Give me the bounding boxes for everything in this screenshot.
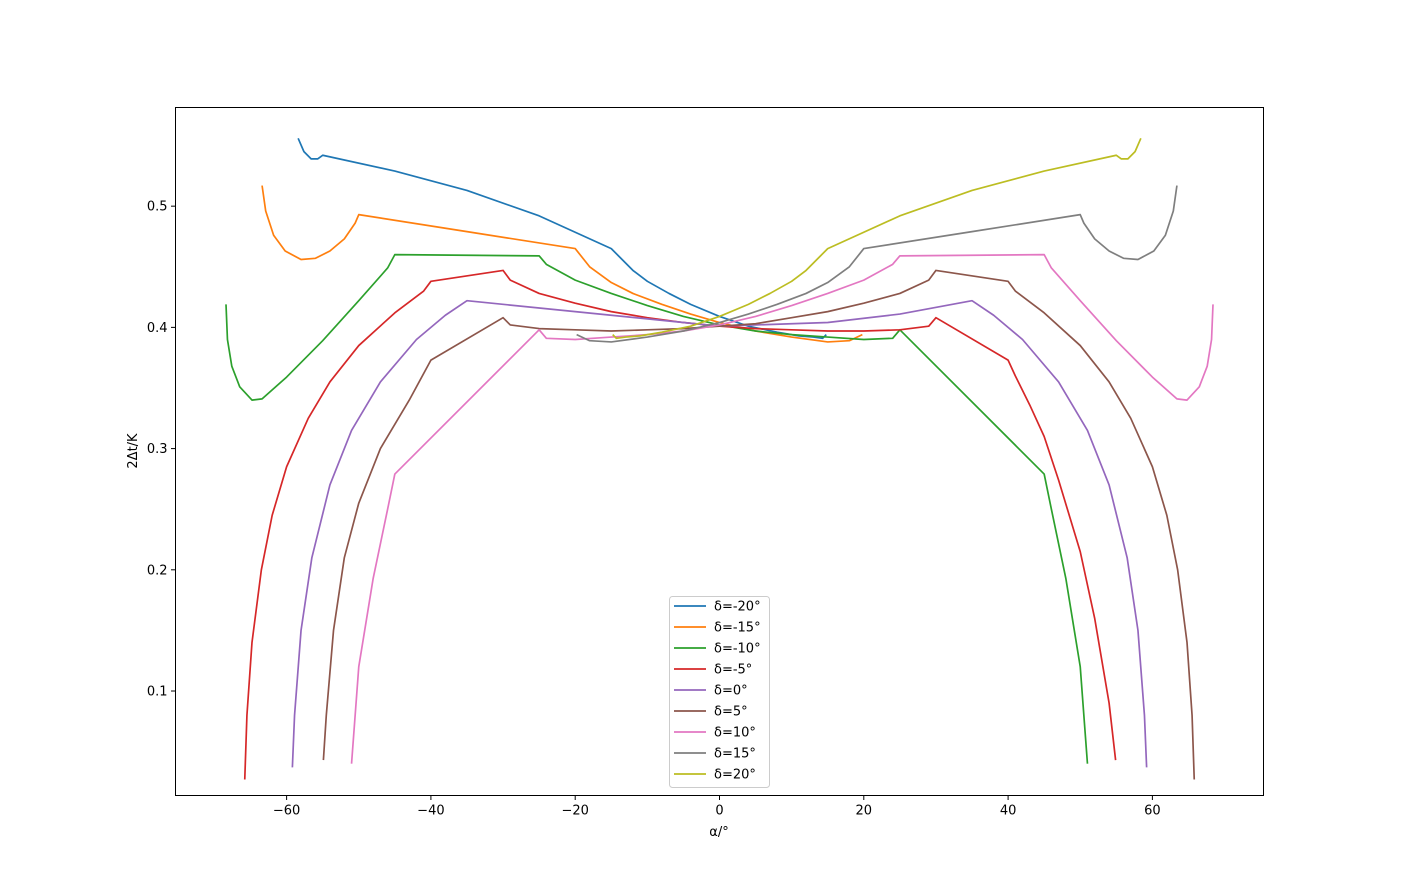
legend-label-5: δ=5° bbox=[714, 705, 748, 720]
legend-label-4: δ=0° bbox=[714, 684, 748, 699]
x-tick-label: −20 bbox=[561, 804, 588, 819]
x-tick-label: −40 bbox=[417, 804, 444, 819]
y-axis-ticks: 0.1 0.2 0.3 0.4 0.5 bbox=[147, 200, 176, 700]
legend-box bbox=[669, 596, 770, 788]
legend-label-7: δ=15° bbox=[714, 747, 756, 762]
x-tick-label: 40 bbox=[1000, 804, 1017, 819]
x-tick-label: 0 bbox=[715, 804, 723, 819]
series-line-5 bbox=[322, 269, 1196, 780]
legend-label-6: δ=10° bbox=[714, 726, 756, 741]
series-line-2 bbox=[225, 253, 1089, 764]
legend-items: δ=-20° δ=-15° δ=-10° δ=-5° δ=0° δ=5° δ=10° δ=15… bbox=[674, 600, 761, 783]
legend-label-2: δ=-10° bbox=[714, 642, 761, 657]
x-axis-ticks: −60 −40 −20 0 20 40 60 bbox=[273, 795, 1161, 819]
y-tick-label: 0.3 bbox=[147, 442, 168, 457]
legend: δ=-20° δ=-15° δ=-10° δ=-5° δ=0° δ=5° δ=10° δ=15… bbox=[669, 596, 770, 788]
series-layer bbox=[225, 137, 1214, 780]
y-tick-label: 0.5 bbox=[147, 200, 168, 215]
x-tick-label: 20 bbox=[856, 804, 873, 819]
series-line-8 bbox=[612, 137, 1142, 340]
y-tick-label: 0.1 bbox=[147, 685, 168, 700]
y-tick-label: 0.4 bbox=[147, 321, 168, 336]
y-axis-label: 2Δt/K bbox=[126, 433, 141, 469]
series-line-7 bbox=[576, 185, 1178, 343]
legend-label-3: δ=-5° bbox=[714, 663, 752, 678]
legend-label-1: δ=-15° bbox=[714, 621, 761, 636]
x-tick-label: 60 bbox=[1144, 804, 1161, 819]
x-axis-label: α/° bbox=[709, 825, 728, 840]
y-tick-label: 0.2 bbox=[147, 563, 168, 578]
series-line-6 bbox=[350, 253, 1214, 764]
legend-label-8: δ=20° bbox=[714, 768, 756, 783]
legend-label-0: δ=-20° bbox=[714, 600, 761, 615]
x-tick-label: −60 bbox=[273, 804, 300, 819]
